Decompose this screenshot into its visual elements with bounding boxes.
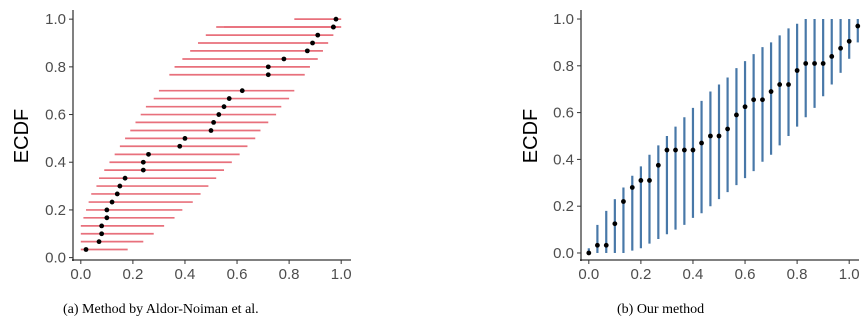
data-point-2	[99, 231, 105, 237]
chart-marks	[586, 19, 861, 256]
data-point-10	[140, 167, 146, 173]
y-tick-label-5: 1.0	[45, 11, 66, 28]
x-tick-label-4: 0.8	[279, 266, 300, 283]
data-point-11	[681, 147, 687, 153]
y-tick-label-3: 0.6	[553, 105, 574, 122]
data-point-7	[114, 191, 120, 197]
data-point-1	[595, 242, 600, 248]
data-point-13	[177, 143, 183, 149]
x-tick-label-0: 0.0	[70, 266, 91, 283]
data-point-18	[221, 104, 227, 110]
data-point-20	[760, 97, 765, 103]
chart-panel-a: 0.0 0.2 0.4 0.6 0.8 1.0 0.0 0.2 0.4 0.6 0.8 1.0 ECDF…	[11, 10, 352, 317]
data-point-14	[708, 133, 713, 139]
data-point-10	[673, 147, 678, 153]
data-point-13	[699, 140, 704, 146]
data-point-28	[330, 24, 336, 30]
data-point-17	[734, 112, 739, 118]
y-tick-label-0: 0.0	[553, 245, 574, 262]
data-point-15	[208, 128, 214, 133]
data-point-22	[265, 72, 271, 78]
data-point-21	[768, 89, 774, 94]
data-point-22	[777, 82, 783, 87]
data-point-7	[647, 178, 652, 183]
data-point-25	[310, 40, 315, 46]
data-point-19	[751, 97, 757, 103]
data-point-2	[603, 242, 609, 248]
y-tick-label-1: 0.2	[553, 198, 574, 215]
data-point-31	[855, 23, 861, 29]
chart-b: 0.0 0.2 0.4 0.6 0.8 1.0 0.0 0.2 0.4 0.6 0.8 1.0 ECDF	[520, 10, 861, 283]
caption-b: (b) Our method	[617, 302, 705, 317]
data-point-23	[281, 56, 287, 62]
data-point-15	[716, 133, 722, 139]
data-point-5	[104, 207, 110, 213]
chart-marks	[80, 16, 342, 252]
data-point-16	[211, 120, 217, 125]
data-point-6	[638, 178, 644, 183]
data-point-3	[99, 223, 105, 229]
data-point-9	[122, 175, 128, 181]
data-point-24	[794, 68, 800, 73]
data-point-6	[109, 199, 115, 205]
y-tick-label-1: 0.2	[45, 202, 66, 219]
x-tick-label-3: 0.6	[735, 266, 756, 283]
data-point-20	[239, 88, 245, 94]
x-tick-label-4: 0.8	[787, 266, 808, 283]
x-tick-label-2: 0.4	[175, 266, 196, 283]
x-tick-label-5: 1.0	[331, 266, 352, 283]
x-tick-label-5: 1.0	[839, 266, 860, 283]
y-tick-label-2: 0.4	[553, 151, 574, 168]
data-point-28	[829, 54, 835, 59]
y-tick-label-2: 0.4	[45, 154, 66, 171]
data-point-8	[117, 183, 123, 189]
data-point-27	[820, 61, 826, 66]
data-point-26	[812, 61, 817, 66]
data-point-9	[664, 147, 670, 153]
data-point-0	[586, 250, 592, 256]
y-axis-label: ECDF	[520, 109, 542, 163]
data-point-17	[216, 112, 222, 117]
data-point-24	[304, 48, 310, 54]
data-point-30	[846, 38, 852, 44]
data-point-8	[655, 162, 661, 168]
data-point-29	[838, 45, 843, 51]
data-point-26	[315, 32, 321, 38]
data-point-11	[140, 159, 146, 165]
data-point-12	[690, 147, 696, 153]
x-tick-label-1: 0.2	[630, 266, 651, 283]
x-tick-label-2: 0.4	[683, 266, 704, 283]
x-tick-label-0: 0.0	[578, 266, 599, 283]
y-tick-label-3: 0.6	[45, 107, 66, 124]
data-point-18	[742, 104, 748, 110]
data-point-0	[83, 247, 89, 252]
y-tick-label-4: 0.8	[553, 58, 574, 75]
data-point-5	[629, 185, 635, 190]
data-point-21	[265, 64, 271, 70]
data-point-29	[333, 16, 339, 22]
chart-panel-b: 0.0 0.2 0.4 0.6 0.8 1.0 0.0 0.2 0.4 0.6 0.8 1.0 ECDF…	[431, 0, 862, 328]
y-tick-label-0: 0.0	[45, 250, 66, 267]
data-point-16	[725, 126, 730, 132]
data-point-4	[621, 199, 626, 204]
y-tick-label-5: 1.0	[553, 11, 574, 28]
data-point-25	[803, 61, 809, 66]
x-tick-label-1: 0.2	[122, 266, 143, 283]
x-tick-label-3: 0.6	[227, 266, 248, 283]
data-point-23	[786, 82, 791, 87]
data-point-4	[104, 215, 110, 221]
data-point-14	[182, 135, 188, 141]
caption-a: (a) Method by Aldor-Noiman et al.	[63, 302, 259, 317]
y-tick-label-4: 0.8	[45, 59, 66, 76]
data-point-3	[612, 221, 618, 227]
data-point-1	[96, 239, 102, 245]
chart-a: 0.0 0.2 0.4 0.6 0.8 1.0 0.0 0.2 0.4 0.6 0.8 1.0 ECDF	[11, 10, 352, 283]
y-axis-label: ECDF	[11, 109, 33, 163]
data-point-19	[226, 96, 232, 101]
data-point-12	[146, 151, 151, 157]
